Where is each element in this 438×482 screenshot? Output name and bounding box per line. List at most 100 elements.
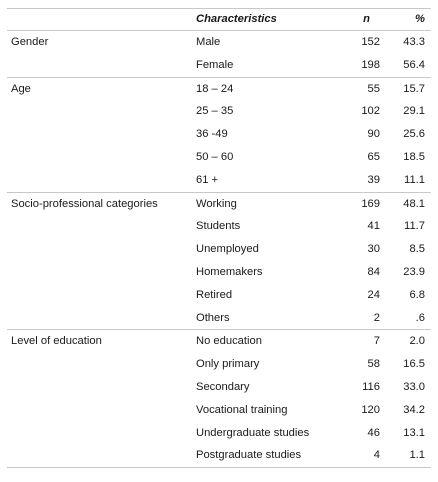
category-spacer: [7, 307, 196, 330]
percent-value: 29.1: [403, 105, 425, 118]
header-n: n: [339, 8, 387, 31]
table-row: Socio-professional categories Working 169 4…: [7, 191, 431, 216]
table-row: Retired 24 6.8: [7, 284, 431, 307]
header-percent: %: [387, 8, 431, 31]
count-value: 55: [339, 76, 387, 101]
category-spacer: [7, 284, 196, 307]
category-spacer: [7, 422, 196, 445]
table-row: Gender Male 152 43.3: [7, 29, 431, 54]
table-body: Gender Male 152 43.3 Female 198 56.4 Age 18 – 24…: [7, 29, 431, 469]
count-value: 7: [339, 329, 387, 354]
category-label: Gender: [7, 29, 196, 54]
table-row: Age 18 – 24 55 15.7: [7, 76, 431, 101]
percent-value: 2.0: [387, 329, 431, 354]
category-spacer: [7, 215, 196, 238]
table-row: Only primary 58 16.5: [7, 353, 431, 376]
table-row: 50 – 60 65 18.5: [7, 146, 431, 169]
percent-value: 48.1: [387, 191, 431, 216]
characteristic-label: No education: [196, 329, 339, 354]
category-label: Socio-professional categories: [7, 191, 196, 216]
table-row: Postgraduate studies 4 1.1: [7, 444, 431, 469]
table-row: Vocational training 120 34.2: [7, 399, 431, 422]
count-value: 198: [361, 58, 380, 71]
characteristic-label: Others: [196, 311, 230, 324]
characteristic-label: Undergraduate studies: [196, 426, 310, 439]
category-spacer: [7, 54, 196, 77]
table-row: 25 – 35 102 29.1: [7, 100, 431, 123]
characteristic-label: 25 – 35: [196, 105, 234, 118]
percent-value: 1.1: [387, 444, 431, 469]
count-value: 58: [367, 358, 380, 371]
category-spacer: [7, 444, 196, 469]
table-row: Students 41 11.7: [7, 215, 431, 238]
characteristic-label: Working: [196, 191, 339, 216]
count-value: 41: [367, 220, 380, 233]
count-value: 30: [367, 243, 380, 256]
category-spacer: [7, 100, 196, 123]
category-spacer: [7, 399, 196, 422]
category-label: Age: [7, 76, 196, 101]
percent-value: 25.6: [403, 128, 425, 141]
count-value: 102: [361, 105, 380, 118]
percent-value: 34.2: [403, 403, 425, 416]
count-value: 2: [373, 311, 380, 324]
characteristic-label: Unemployed: [196, 243, 259, 256]
header-row: Characteristics n %: [7, 8, 431, 31]
percent-value: 33.0: [403, 380, 425, 393]
count-value: 116: [362, 380, 380, 393]
percent-value: 8.5: [409, 243, 425, 256]
category-spacer: [7, 353, 196, 376]
count-value: 169: [339, 191, 387, 216]
characteristic-label: Only primary: [196, 358, 260, 371]
count-value: 4: [339, 444, 387, 469]
percent-value: 6.8: [409, 288, 425, 301]
table-row: 36 -49 90 25.6: [7, 123, 431, 146]
characteristic-label: Vocational training: [196, 403, 288, 416]
characteristic-label: 18 – 24: [196, 76, 339, 101]
percent-value: 15.7: [387, 76, 431, 101]
category-label: Level of education: [7, 329, 196, 354]
table-row: Secondary 116 33.0: [7, 376, 431, 399]
percent-value: 11.7: [404, 220, 425, 233]
percent-value: 16.5: [403, 358, 425, 371]
characteristic-label: Homemakers: [196, 265, 263, 278]
count-value: 120: [361, 403, 380, 416]
percent-value: 23.9: [403, 265, 425, 278]
demographics-table-container: Characteristics n % Gender Male 152 43.3 Fem…: [7, 8, 431, 469]
count-value: 152: [339, 29, 387, 54]
characteristic-label: 61 +: [196, 173, 219, 186]
count-value: 65: [367, 150, 380, 163]
demographics-table: Characteristics n % Gender Male 152 43.3 Fem…: [7, 8, 431, 469]
category-spacer: [7, 169, 196, 192]
characteristic-label: 50 – 60: [196, 150, 234, 163]
category-spacer: [7, 238, 196, 261]
category-spacer: [7, 261, 196, 284]
characteristic-label: Male: [196, 29, 339, 54]
table-row: Homemakers 84 23.9: [7, 261, 431, 284]
percent-value: 43.3: [387, 29, 431, 54]
header-category-empty: [7, 8, 196, 31]
count-value: 46: [367, 426, 380, 439]
characteristic-label: Postgraduate studies: [196, 444, 339, 469]
table-row: Level of education No education 7 2.0: [7, 329, 431, 354]
characteristic-label: Female: [196, 58, 234, 71]
header-characteristics: Characteristics: [196, 8, 339, 31]
table-row: Unemployed 30 8.5: [7, 238, 431, 261]
count-value: 90: [367, 128, 380, 141]
table-row: Others 2 .6: [7, 307, 431, 330]
category-spacer: [7, 146, 196, 169]
table-row: Undergraduate studies 46 13.1: [7, 422, 431, 445]
category-spacer: [7, 123, 196, 146]
table-header: Characteristics n %: [7, 8, 431, 31]
percent-value: 56.4: [403, 58, 425, 71]
category-spacer: [7, 376, 196, 399]
count-value: 39: [367, 173, 380, 186]
percent-value: 11.1: [404, 173, 425, 186]
characteristic-label: Secondary: [196, 380, 250, 393]
count-value: 24: [367, 288, 380, 301]
percent-value: 13.1: [403, 426, 425, 439]
table-row: Female 198 56.4: [7, 54, 431, 77]
characteristic-label: 36 -49: [196, 128, 228, 141]
table-row: 61 + 39 11.1: [7, 169, 431, 192]
percent-value: .6: [415, 311, 425, 324]
